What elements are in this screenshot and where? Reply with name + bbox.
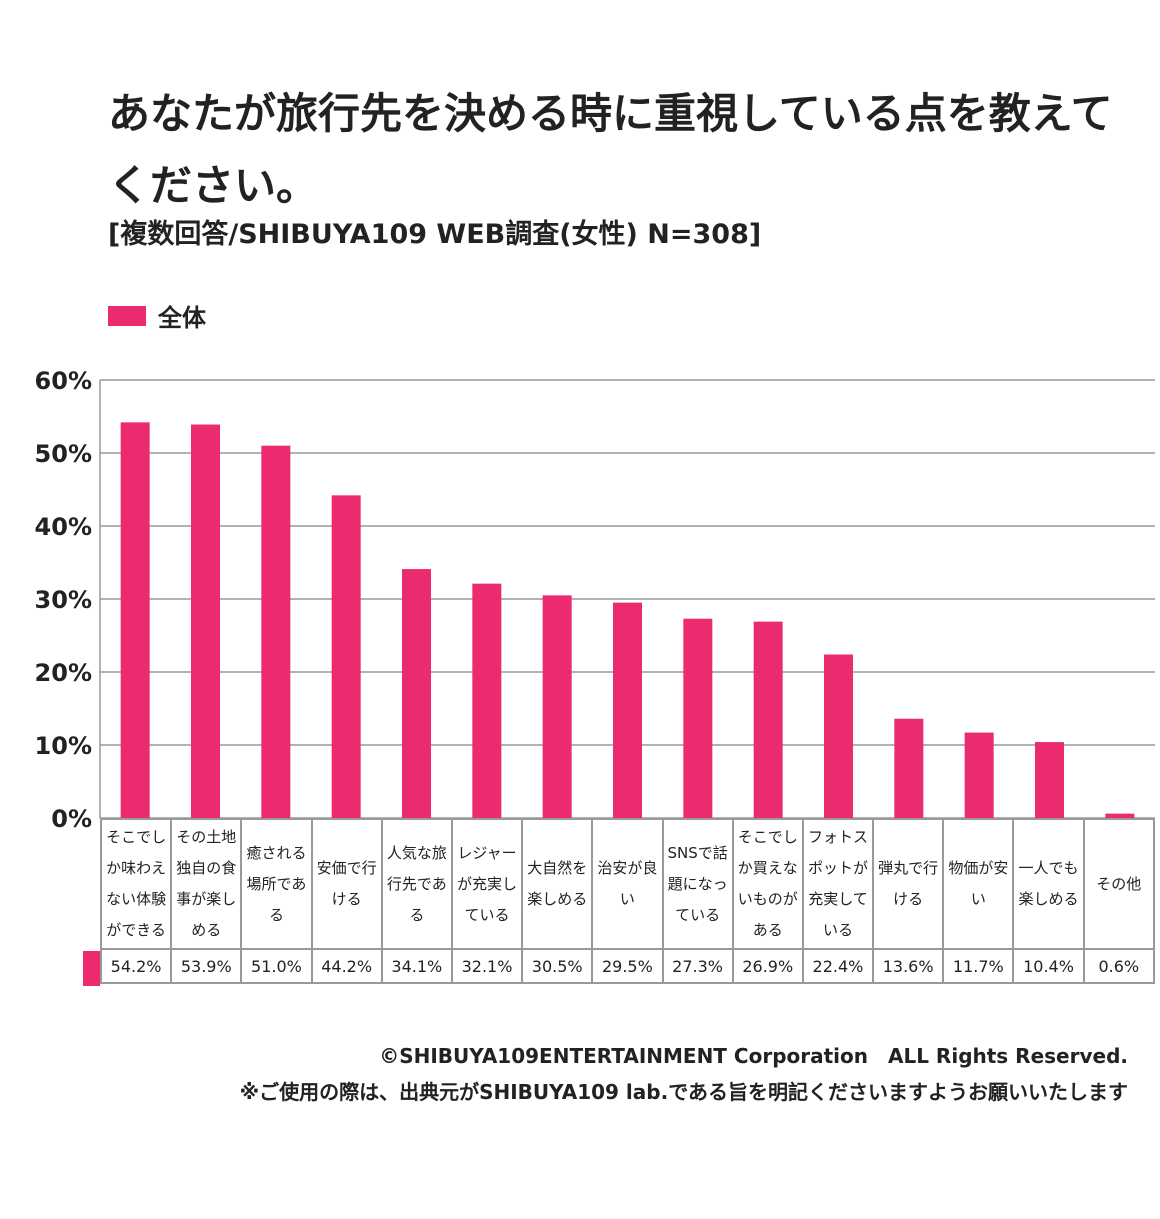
y-tick-label: 60% [35,367,92,395]
category-label: 人気な旅行先である [380,818,453,950]
value-row: 54.2% 53.9% 51.0% 44.2% 34.1% 32.1% 30.5% 29.5%… [99,948,1156,984]
bar [120,422,150,818]
category-label: 安価で行ける [310,818,383,950]
legend: 全体 [108,298,206,333]
category-label: そこでしか味わえない体験ができる [99,818,173,950]
value-label: 0.6% [1082,948,1156,984]
value-label: 51.0% [240,948,313,984]
copyright: ©SHIBUYA109ENTERTAINMENT Corporation ALL… [379,1044,1128,1068]
bar [753,621,783,818]
value-label: 27.3% [661,948,734,984]
bar [1035,742,1064,818]
bar [824,654,853,818]
chart-title: あなたが旅行先を決める時に重視している点を教えてください。 [108,89,1113,210]
category-label: 治安が良い [591,818,664,950]
y-tick-label: 30% [35,586,92,614]
bar [472,583,502,818]
series-marker [83,951,100,986]
y-tick-label: 20% [35,659,92,687]
value-label: 32.1% [450,948,524,984]
value-label: 29.5% [591,948,664,984]
y-tick-label: 10% [35,732,92,760]
category-label: そこでしか買えないものがある [731,818,804,950]
bar [964,732,994,818]
category-label: 弾丸で行ける [872,818,945,950]
category-label: レジャーが充実している [450,818,524,950]
value-label: 44.2% [310,948,383,984]
y-tick-label: 40% [35,513,92,541]
usage-note: ※ご使用の際は、出典元がSHIBUYA109 lab.である旨を明記くださいます… [239,1080,1128,1104]
category-label: その他 [1082,818,1156,950]
value-label: 13.6% [872,948,945,984]
value-label: 26.9% [731,948,804,984]
value-label: 10.4% [1012,948,1085,984]
bar [191,424,220,818]
category-row: そこでしか味わえない体験ができる その土地独自の食事が楽しめる 癒される場所である安… [99,818,1156,950]
category-label: その土地独自の食事が楽しめる [170,818,243,950]
bar [683,618,713,818]
category-label: フォトスポットが充実している [801,818,875,950]
value-label: 22.4% [801,948,875,984]
bar [542,595,572,818]
bar [1105,813,1135,818]
category-label: 一人でも楽しめる [1012,818,1085,950]
data-table: そこでしか味わえない体験ができる その土地独自の食事が楽しめる 癒される場所である安… [99,818,1156,984]
value-label: 53.9% [170,948,243,984]
category-label: 癒される場所である [240,818,313,950]
bar [261,445,291,818]
value-label: 54.2% [99,948,173,984]
category-label: SNSで話題になっている [661,818,734,950]
value-label: 30.5% [521,948,594,984]
legend-swatch [108,305,146,326]
bar [894,718,924,818]
legend-label: 全体 [158,304,206,332]
category-label: 大自然を楽しめる [521,818,594,950]
value-label: 34.1% [380,948,453,984]
value-label: 11.7% [942,948,1015,984]
bar [331,495,361,818]
category-label: 物価が安い [942,818,1015,950]
y-tick-label: 50% [35,440,92,468]
bar [613,602,642,818]
y-tick-label: 0% [51,805,92,833]
chart-subtitle: [複数回答/SHIBUYA109 WEB調査(女性) N=308] [108,219,762,250]
bar [402,569,431,818]
